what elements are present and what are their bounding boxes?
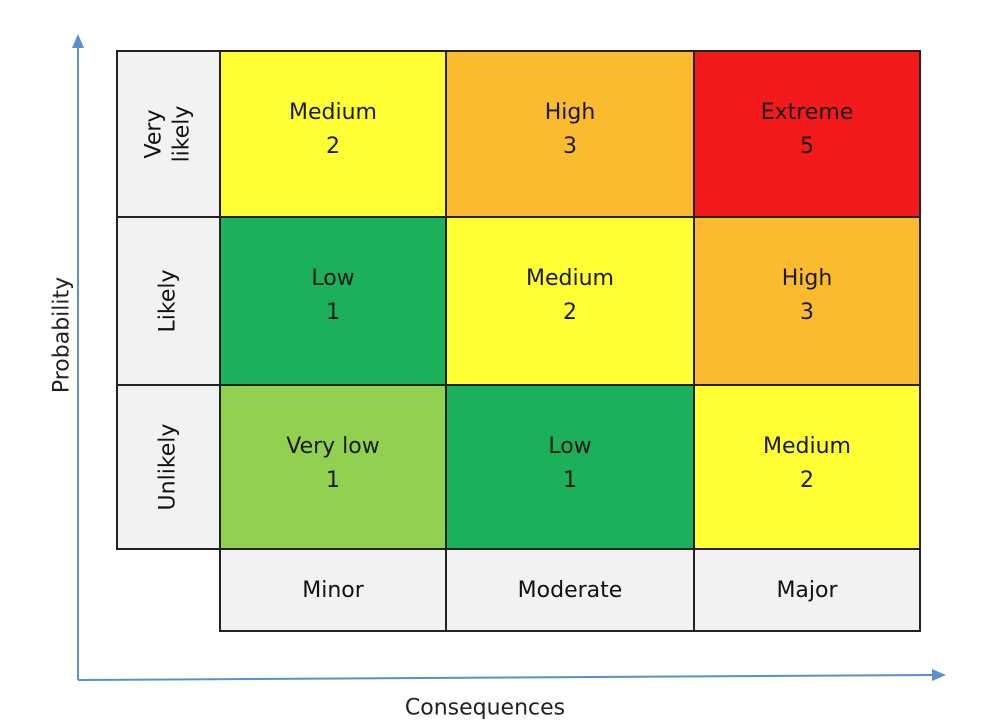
col-header-major: Major	[693, 548, 921, 632]
risk-score: 2	[800, 468, 814, 493]
risk-cell-likely-minor: Low 1	[219, 216, 447, 386]
risk-cell-likely-moderate: Medium 2	[445, 216, 695, 386]
risk-score: 2	[563, 300, 577, 325]
risk-score: 1	[326, 300, 340, 325]
risk-level-label: Medium	[289, 100, 377, 125]
risk-level-label: Extreme	[760, 100, 854, 125]
risk-score: 1	[326, 468, 340, 493]
row-header-label: Likely	[155, 269, 181, 333]
risk-level-label: Medium	[763, 434, 851, 459]
row-header-unlikely: Unlikely	[116, 384, 221, 550]
risk-score: 3	[800, 300, 814, 325]
col-header-moderate: Moderate	[445, 548, 695, 632]
risk-cell-unlikely-minor: Very low 1	[219, 384, 447, 550]
risk-level-label: Very low	[286, 434, 380, 459]
risk-level-label: High	[781, 266, 833, 291]
risk-cell-very-likely-major: Extreme 5	[693, 50, 921, 218]
risk-level-label: Medium	[526, 266, 614, 291]
risk-score: 2	[326, 134, 340, 159]
col-header-label: Moderate	[517, 577, 623, 603]
risk-score: 3	[563, 134, 577, 159]
probability-axis-title: Probability	[49, 276, 75, 394]
risk-level-label: Low	[311, 266, 355, 291]
row-header-label: Unlikely	[155, 423, 181, 511]
risk-score: 1	[563, 468, 577, 493]
risk-level-label: Low	[548, 434, 592, 459]
row-header-very-likely: Very likely	[116, 50, 221, 218]
row-header-likely: Likely	[116, 216, 221, 386]
row-header-label: Very likely	[141, 105, 195, 163]
risk-cell-unlikely-moderate: Low 1	[445, 384, 695, 550]
risk-cell-unlikely-major: Medium 2	[693, 384, 921, 550]
y-axis-arrow-icon	[72, 34, 84, 48]
col-header-label: Major	[776, 577, 838, 603]
risk-level-label: High	[544, 100, 596, 125]
risk-cell-likely-major: High 3	[693, 216, 921, 386]
consequences-axis-title: Consequences	[404, 695, 566, 721]
risk-cell-very-likely-moderate: High 3	[445, 50, 695, 218]
x-axis-line	[77, 674, 933, 681]
risk-cell-very-likely-minor: Medium 2	[219, 50, 447, 218]
col-header-minor: Minor	[219, 548, 447, 632]
risk-score: 5	[800, 134, 814, 159]
col-header-label: Minor	[302, 577, 364, 603]
x-axis-arrow-icon	[932, 669, 946, 681]
